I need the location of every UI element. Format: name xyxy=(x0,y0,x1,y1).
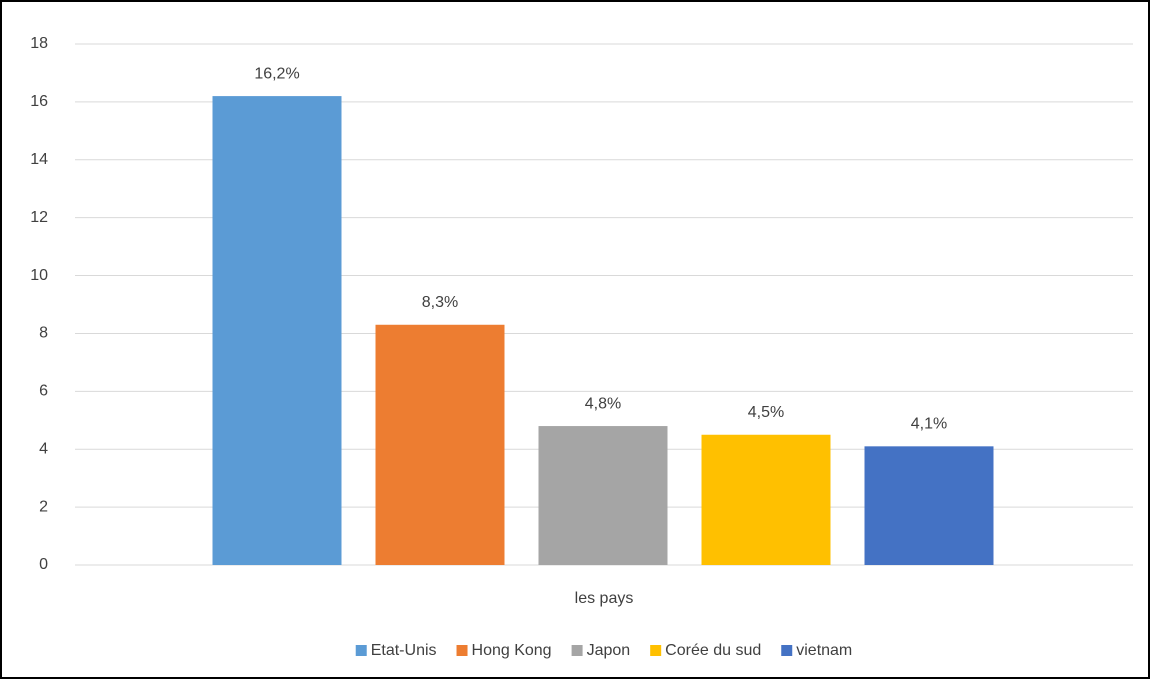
y-tick-label: 16 xyxy=(30,93,48,110)
y-tick-label: 10 xyxy=(30,267,48,284)
y-tick-label: 6 xyxy=(39,383,48,400)
y-tick-label: 12 xyxy=(30,209,48,226)
y-tick-label: 8 xyxy=(39,325,48,342)
legend-swatch xyxy=(571,645,583,656)
data-label: 4,1% xyxy=(911,416,947,433)
data-label: 4,8% xyxy=(585,395,621,412)
x-axis-label: les pays xyxy=(575,590,634,607)
legend-swatch xyxy=(355,645,367,656)
y-tick-label: 14 xyxy=(30,151,48,168)
legend-label: Japon xyxy=(587,642,631,659)
bar xyxy=(375,324,505,565)
y-tick-label: 0 xyxy=(39,556,48,573)
bar xyxy=(212,96,342,565)
bar xyxy=(701,434,831,565)
legend-label: Hong Kong xyxy=(472,642,552,659)
legend-swatch xyxy=(456,645,468,656)
bar xyxy=(538,426,668,565)
legend-label: Etat-Unis xyxy=(371,642,437,659)
y-tick-label: 4 xyxy=(39,440,48,457)
data-label: 16,2% xyxy=(254,65,299,82)
legend-swatch xyxy=(781,645,793,656)
legend-label: Corée du sud xyxy=(665,642,761,659)
legend-label: vietnam xyxy=(796,642,852,659)
y-tick-label: 18 xyxy=(30,35,48,52)
data-label: 8,3% xyxy=(422,294,458,311)
legend-swatch xyxy=(650,645,662,656)
y-tick-label: 2 xyxy=(39,498,48,515)
data-label: 4,5% xyxy=(748,404,784,421)
bar xyxy=(864,446,994,565)
